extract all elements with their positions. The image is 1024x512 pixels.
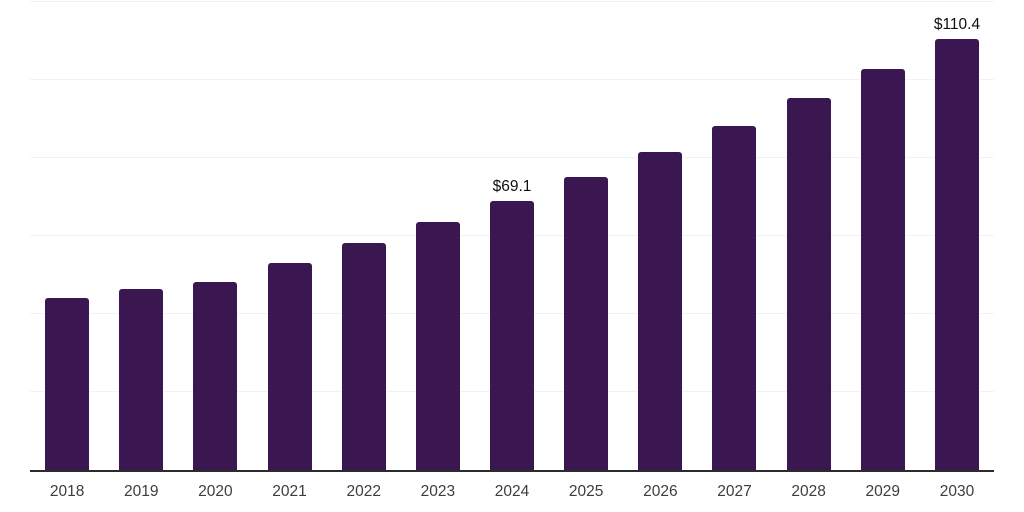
bar-slot-2029: [846, 2, 920, 470]
bar-slot-2025: [549, 2, 623, 470]
bar-slot-2023: [401, 2, 475, 470]
bar-2026: [638, 151, 683, 470]
bar-slot-2022: [327, 2, 401, 470]
x-tick-label-2021: 2021: [272, 483, 307, 500]
bar-2020: [193, 281, 238, 470]
bar-2027: [712, 126, 757, 470]
bar-slot-2018: [30, 2, 104, 470]
x-tick-label-2027: 2027: [717, 483, 752, 500]
bar-2018: [45, 297, 90, 470]
x-tick-label-2026: 2026: [643, 483, 678, 500]
bar-2023: [415, 222, 460, 470]
bar-slot-2024: $69.1: [475, 2, 549, 470]
bar-slot-2028: [772, 2, 846, 470]
bar-slot-2027: [697, 2, 771, 470]
gridline-80: [30, 157, 994, 158]
x-tick-label-2029: 2029: [865, 483, 901, 500]
bar-2029: [860, 68, 905, 470]
x-tick-label-2030: 2030: [939, 483, 975, 500]
bar-slot-2019: [104, 2, 178, 470]
gridline-120: [30, 1, 994, 2]
plot-area: $69.1 $110.4: [30, 1, 994, 470]
bar-2019: [119, 289, 164, 470]
x-tick-label-2025: 2025: [568, 483, 604, 500]
bar-slot-2030: $110.4: [920, 2, 994, 470]
bar-2022: [341, 243, 386, 470]
bar-2030: [934, 39, 979, 470]
bar-slot-2026: [623, 2, 697, 470]
x-tick-label-2020: 2020: [198, 483, 233, 500]
x-axis-line: [30, 470, 994, 472]
x-tick-label-2028: 2028: [791, 483, 826, 500]
gridline-100: [30, 79, 994, 80]
bar-slot-2020: [178, 2, 252, 470]
bar-2024: [490, 200, 535, 470]
x-tick-label-2023: 2023: [420, 483, 456, 500]
value-label-2030: $110.4: [933, 16, 981, 34]
x-tick-label-2019: 2019: [123, 483, 159, 500]
bar-slot-2021: [252, 2, 326, 470]
x-tick-label-2018: 2018: [49, 483, 85, 500]
x-tick-label-2022: 2022: [346, 483, 381, 500]
bar-2028: [786, 98, 831, 470]
x-tick-label-2024: 2024: [494, 483, 530, 500]
value-label-2024: $69.1: [492, 177, 532, 195]
bars-row: $69.1 $110.4: [30, 2, 994, 470]
x-axis-tick-labels: 2018 2019 2020 2021 2022 2023 2024 2025 2026 2027…: [30, 471, 994, 501]
bar-2025: [564, 176, 609, 470]
bar-2021: [267, 263, 312, 470]
